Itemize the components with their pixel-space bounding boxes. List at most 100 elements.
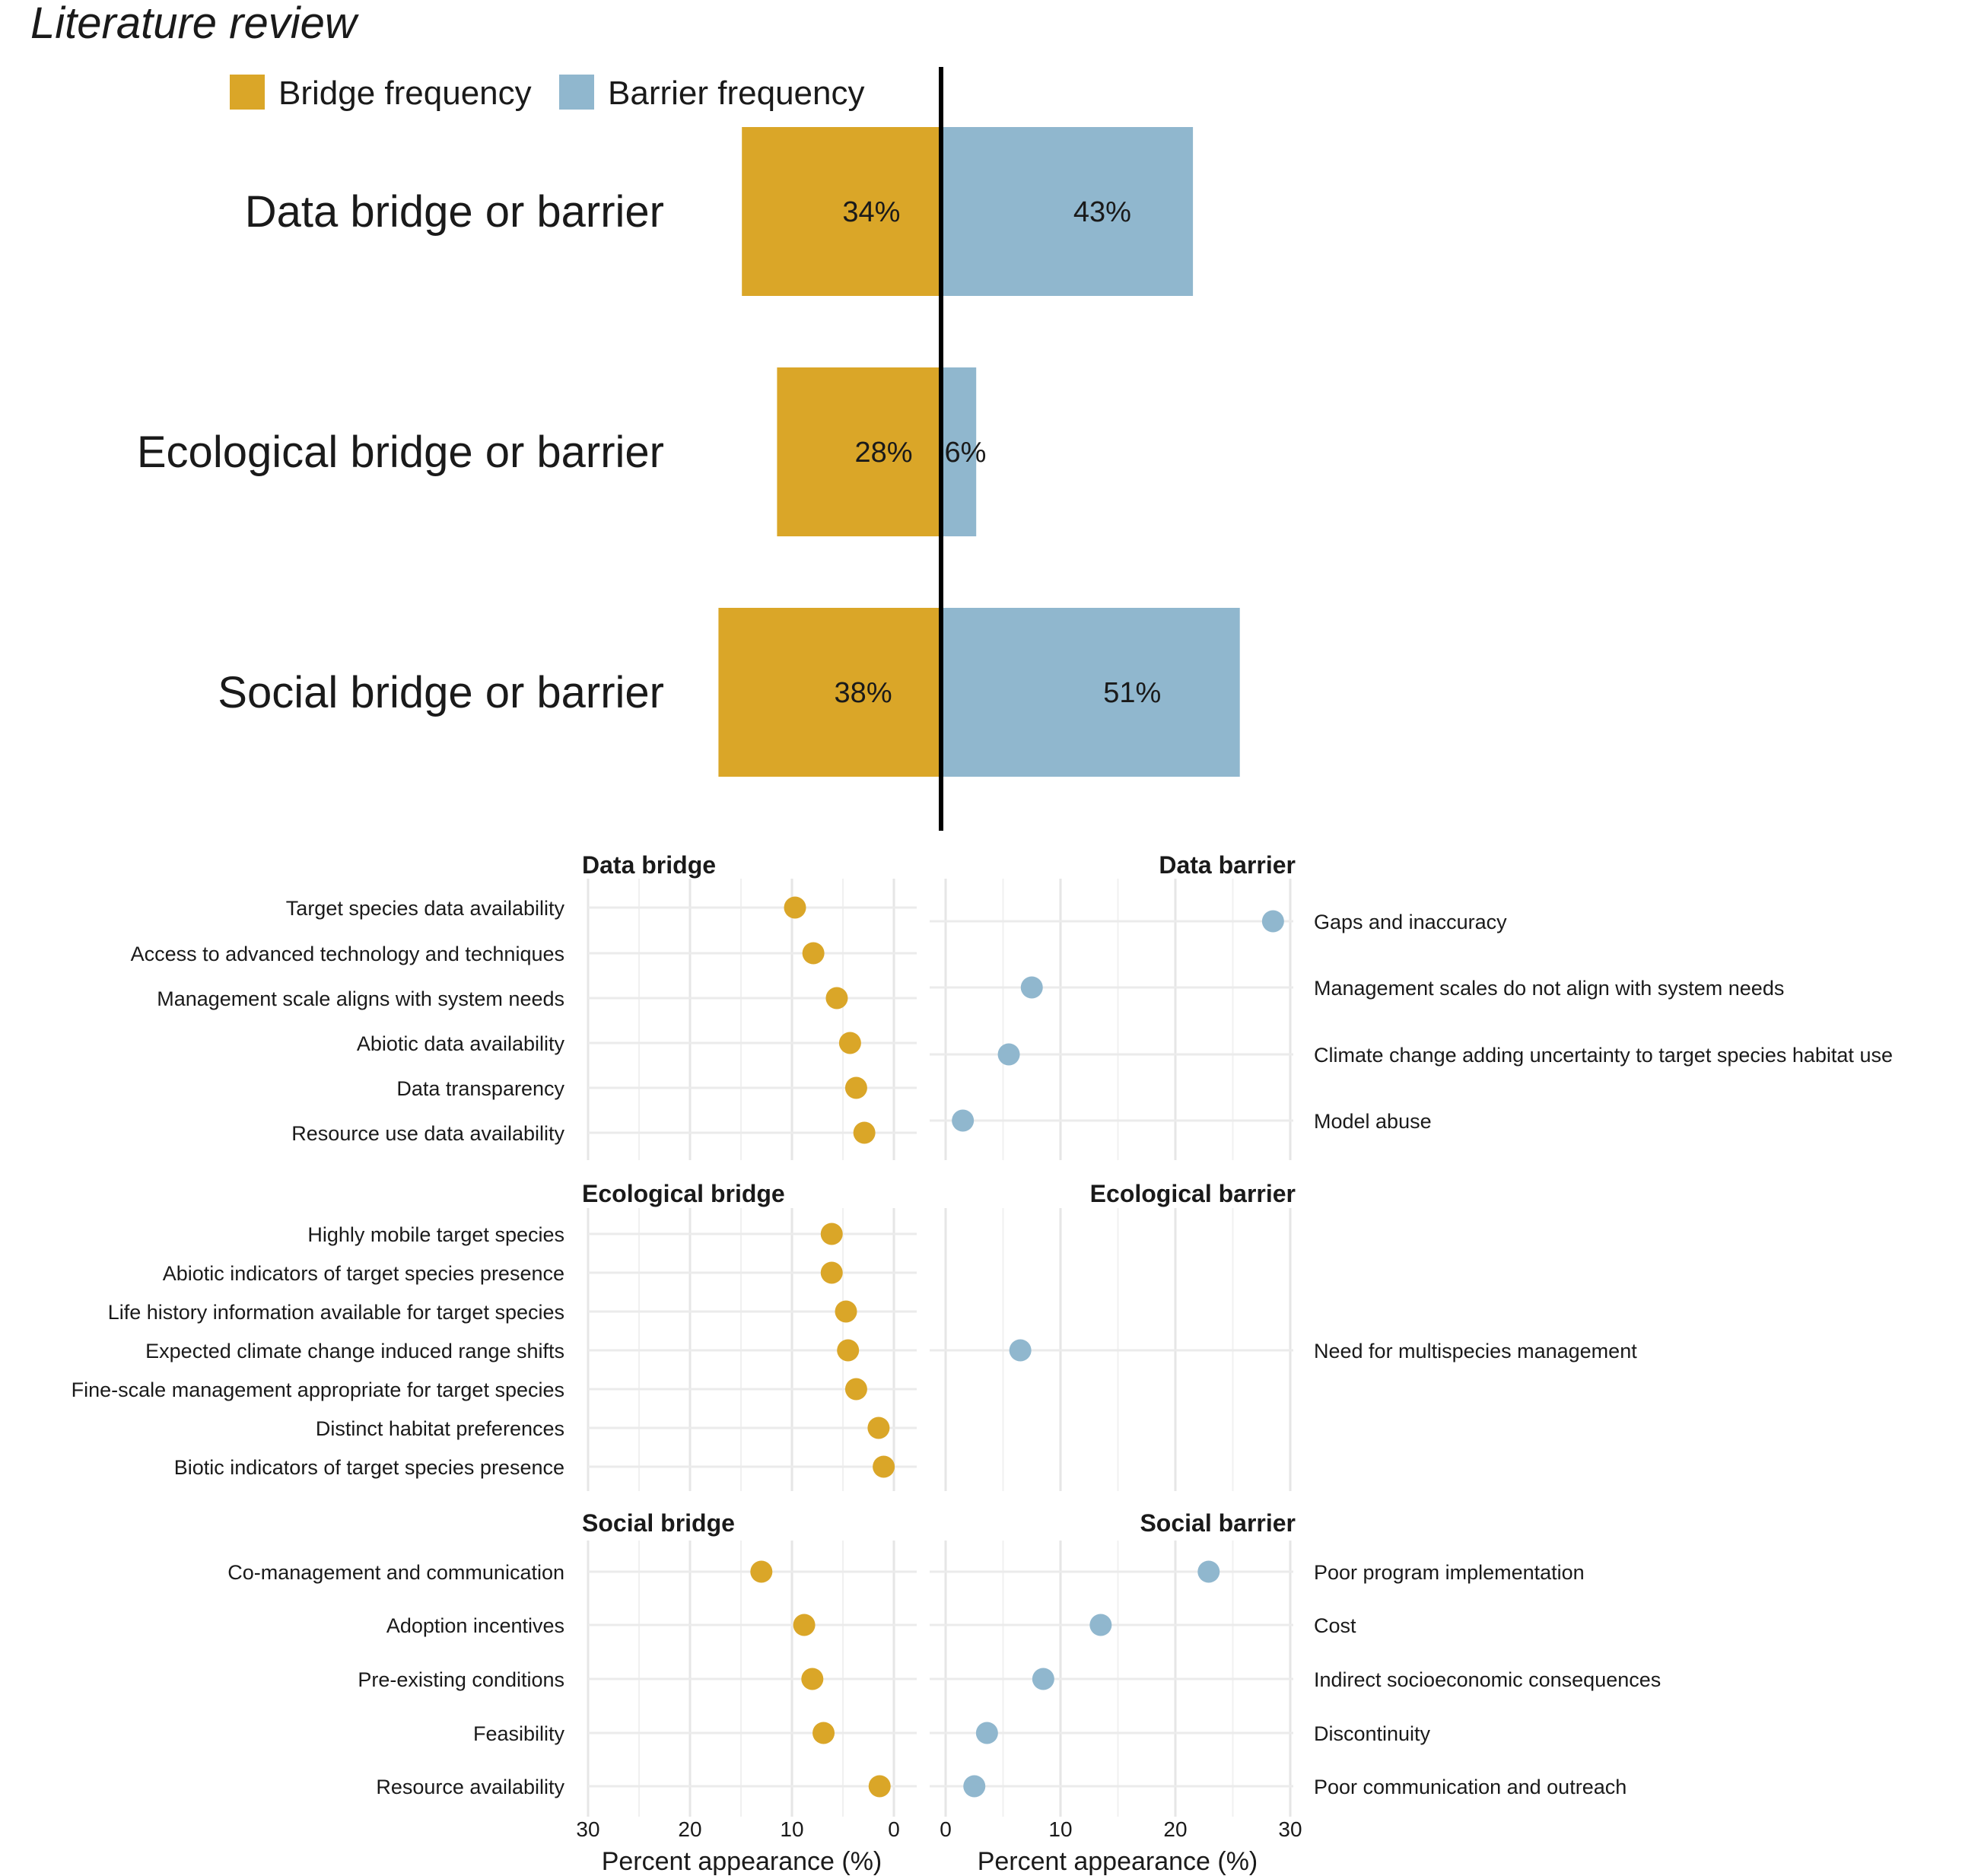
dot-plot-panels: Data bridge Target species data availabil… — [72, 851, 1893, 1817]
item-label-co-management-and-communication: Co-management and communication — [227, 1561, 564, 1584]
item-label-cost: Cost — [1314, 1614, 1356, 1637]
figure-title: Literature review — [30, 0, 359, 48]
dot-need-for-multispecies-management — [1009, 1339, 1032, 1362]
legend-label-barrier: Barrier frequency — [608, 75, 864, 112]
dot-adoption-incentives — [793, 1614, 816, 1636]
bridge-value-label: 28% — [855, 437, 913, 469]
item-label-feasibility: Feasibility — [473, 1722, 565, 1745]
category-label-data-bridge-or-barrier: Data bridge or barrier — [245, 187, 664, 237]
dot-resource-availability — [868, 1775, 891, 1798]
item-label-access-to-advanced-technology-and-techniques: Access to advanced technology and techni… — [131, 943, 564, 965]
dot-abiotic-indicators-of-target-species-presence — [820, 1261, 843, 1284]
category-label-ecological-bridge-or-barrier: Ecological bridge or barrier — [137, 428, 664, 477]
panel-title: Ecological barrier — [1090, 1180, 1296, 1207]
dot-resource-use-data-availability — [853, 1121, 876, 1144]
panel-social-barrier: Social barrier Poor program implementatio… — [930, 1509, 1661, 1817]
barrier-tick-10: 10 — [1048, 1817, 1072, 1841]
dot-biotic-indicators-of-target-species-presence — [873, 1455, 895, 1478]
item-label-pre-existing-conditions: Pre-existing conditions — [358, 1668, 564, 1691]
item-label-expected-climate-change-induced-range-shifts: Expected climate change induced range sh… — [145, 1340, 564, 1362]
barrier-x-axis-title: Percent appearance (%) — [978, 1847, 1258, 1876]
barrier-value-label: 43% — [1073, 196, 1131, 228]
item-label-resource-use-data-availability: Resource use data availability — [291, 1122, 564, 1145]
dot-distinct-habitat-preferences — [867, 1417, 890, 1439]
item-label-gaps-and-inaccuracy: Gaps and inaccuracy — [1314, 911, 1507, 933]
dot-feasibility — [812, 1722, 835, 1744]
panel-social-bridge: Social bridge Co-management and communica… — [227, 1509, 917, 1817]
bridge-x-axis: 30 20 10 0 Percent appearance (%) — [576, 1817, 899, 1876]
dot-abiotic-data-availability — [838, 1032, 861, 1054]
item-label-resource-availability: Resource availability — [376, 1776, 564, 1798]
legend-label-bridge: Bridge frequency — [278, 75, 532, 112]
panel-title: Social bridge — [582, 1509, 735, 1537]
panel-ecological-bridge: Ecological bridge Highly mobile target sp… — [72, 1180, 917, 1491]
barrier-bar-social-bridge-or-barrier — [941, 608, 1240, 777]
item-label-discontinuity: Discontinuity — [1314, 1722, 1431, 1745]
dot-climate-change-adding-uncertainty-to-target-species-habitat-use — [997, 1043, 1020, 1066]
dot-target-species-data-availability — [784, 896, 806, 919]
panel-ecological-barrier: Ecological barrier Need for multispecies … — [930, 1180, 1637, 1491]
item-label-poor-communication-and-outreach: Poor communication and outreach — [1314, 1776, 1627, 1798]
item-label-management-scale-aligns-with-system-needs: Management scale aligns with system need… — [157, 987, 564, 1010]
dot-pre-existing-conditions — [801, 1668, 824, 1690]
dot-co-management-and-communication — [750, 1560, 773, 1583]
panel-data-bridge: Data bridge Target species data availabil… — [131, 851, 917, 1160]
barrier-bar-data-bridge-or-barrier — [941, 127, 1194, 296]
bridge-tick-20: 20 — [678, 1817, 701, 1841]
item-label-data-transparency: Data transparency — [396, 1077, 564, 1100]
item-label-adoption-incentives: Adoption incentives — [386, 1614, 564, 1637]
dot-indirect-socioeconomic-consequences — [1032, 1668, 1054, 1690]
barrier-tick-0: 0 — [940, 1817, 952, 1841]
barrier-tick-30: 30 — [1278, 1817, 1302, 1841]
item-label-target-species-data-availability: Target species data availability — [286, 897, 565, 920]
bridge-tick-30: 30 — [576, 1817, 599, 1841]
legend-swatch-bridge — [230, 75, 265, 110]
item-label-fine-scale-management-appropriate-for-target-species: Fine-scale management appropriate for ta… — [72, 1378, 564, 1401]
item-label-climate-change-adding-uncertainty-to-target-species-habitat-use: Climate change adding uncertainty to tar… — [1314, 1044, 1893, 1067]
diverging-bar-chart: Data bridge or barrier 34% 43% Ecological b… — [137, 127, 1240, 777]
dot-model-abuse — [952, 1109, 975, 1132]
bridge-tick-10: 10 — [780, 1817, 803, 1841]
barrier-x-axis: 0 10 20 30 Percent appearance (%) — [940, 1817, 1302, 1876]
item-label-distinct-habitat-preferences: Distinct habitat preferences — [316, 1417, 564, 1440]
dot-data-transparency — [844, 1076, 867, 1099]
item-label-need-for-multispecies-management: Need for multispecies management — [1314, 1340, 1637, 1362]
item-label-highly-mobile-target-species: Highly mobile target species — [307, 1223, 564, 1246]
panel-title: Data bridge — [582, 851, 716, 879]
bridge-tick-0: 0 — [888, 1817, 900, 1841]
item-label-abiotic-data-availability: Abiotic data availability — [357, 1032, 565, 1055]
item-label-indirect-socioeconomic-consequences: Indirect socioeconomic consequences — [1314, 1668, 1661, 1691]
dot-fine-scale-management-appropriate-for-target-species — [844, 1378, 867, 1401]
dot-gaps-and-inaccuracy — [1261, 910, 1284, 933]
dot-poor-program-implementation — [1197, 1560, 1220, 1583]
bridge-value-label: 38% — [835, 677, 892, 709]
bridge-x-axis-title: Percent appearance (%) — [602, 1847, 882, 1876]
dot-highly-mobile-target-species — [820, 1223, 843, 1245]
item-label-biotic-indicators-of-target-species-presence: Biotic indicators of target species pres… — [174, 1456, 564, 1479]
bridge-bar-ecological-bridge-or-barrier — [777, 367, 941, 536]
bridge-bar-social-bridge-or-barrier — [718, 608, 941, 777]
dot-management-scale-aligns-with-system-needs — [825, 987, 848, 1010]
barrier-tick-20: 20 — [1163, 1817, 1187, 1841]
barrier-bar-ecological-bridge-or-barrier — [941, 367, 977, 536]
item-label-management-scales-do-not-align-with-system-needs: Management scales do not align with syst… — [1314, 977, 1784, 1000]
bridge-bar-data-bridge-or-barrier — [742, 127, 941, 296]
dot-poor-communication-and-outreach — [963, 1775, 986, 1798]
item-label-model-abuse: Model abuse — [1314, 1110, 1432, 1133]
item-label-life-history-information-available-for-target-species: Life history information available for t… — [108, 1301, 564, 1324]
dot-access-to-advanced-technology-and-techniques — [802, 942, 825, 965]
dot-cost — [1089, 1614, 1112, 1636]
panel-title: Social barrier — [1140, 1509, 1296, 1537]
bridge-value-label: 34% — [842, 196, 900, 228]
dot-expected-climate-change-induced-range-shifts — [837, 1339, 860, 1362]
dot-management-scales-do-not-align-with-system-needs — [1020, 976, 1043, 999]
panel-title: Data barrier — [1159, 851, 1296, 879]
dot-discontinuity — [975, 1722, 998, 1744]
barrier-value-label: 6% — [945, 437, 987, 469]
panel-data-barrier: Data barrier Gaps and inaccuracy Managemen… — [930, 851, 1893, 1160]
item-label-abiotic-indicators-of-target-species-presence: Abiotic indicators of target species pre… — [163, 1262, 564, 1285]
barrier-value-label: 51% — [1103, 677, 1161, 709]
item-label-poor-program-implementation: Poor program implementation — [1314, 1561, 1585, 1584]
legend-swatch-barrier — [559, 75, 594, 110]
